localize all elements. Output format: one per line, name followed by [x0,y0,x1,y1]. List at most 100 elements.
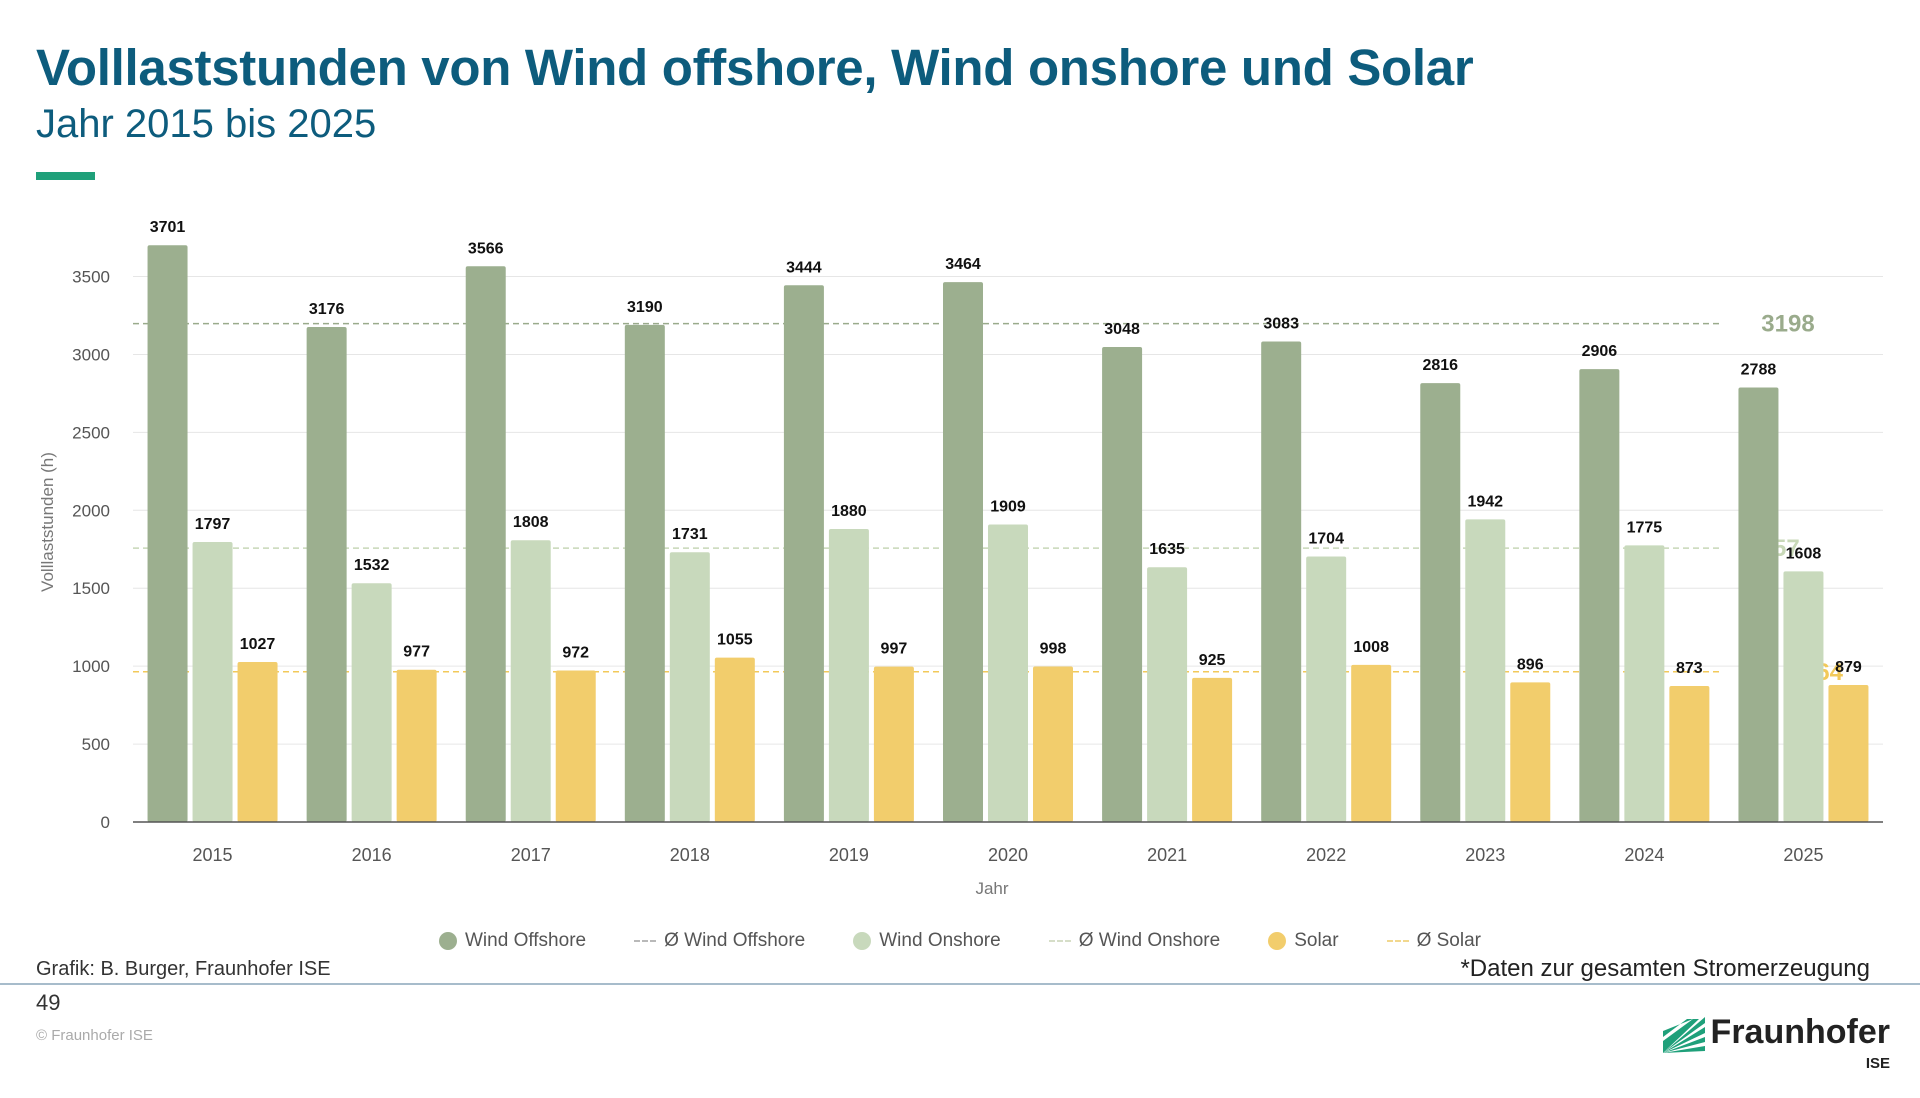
data-label: 977 [403,644,430,661]
x-tick-label: 2021 [1147,845,1187,865]
average-label: 3198 [1761,311,1814,338]
legend-dot-icon [439,932,457,950]
legend-item: Wind Onshore [835,930,1001,952]
data-label: 3176 [309,301,345,318]
fraunhofer-logo: Fraunhofer ISE [1662,1013,1890,1072]
footer-divider [0,983,1920,985]
data-label: 972 [562,645,589,662]
x-tick-label: 2025 [1783,845,1823,865]
data-label: 1797 [195,516,231,533]
y-tick-label: 2000 [72,501,110,520]
bar [1306,556,1347,822]
data-label: 1808 [513,514,549,531]
logo-name: Fraunhofer [1710,1013,1890,1051]
bar [237,661,278,822]
x-tick-label: 2022 [1306,845,1346,865]
y-tick-label: 0 [101,813,110,832]
bar [1828,685,1869,822]
data-label: 1608 [1786,545,1822,562]
fraunhofer-logo-icon [1662,1017,1705,1053]
x-tick-label: 2015 [193,845,233,865]
data-label: 3083 [1263,316,1299,333]
data-labels: 3701 1797 1027 3176 1532 977 3566 1808 972 3190 17… [150,219,1862,677]
data-label: 997 [881,641,908,658]
data-label: 925 [1199,652,1226,669]
page-number: 49 [36,990,61,1015]
data-label: 1942 [1467,493,1503,510]
bar [669,552,710,822]
bar [192,541,233,822]
page-title: Volllaststunden von Wind offshore, Wind … [36,39,1474,96]
data-label: 1880 [831,503,867,520]
bar [873,666,914,822]
y-tick-label: 2500 [72,423,110,442]
bar [1738,387,1779,822]
data-label: 879 [1835,659,1862,676]
bar [1351,664,1392,822]
legend-label: Ø Wind Offshore [664,930,806,951]
chart-legend: Wind Offshore Ø Wind Offshore Wind Onshore… [0,930,1920,952]
y-tick-label: 1500 [72,579,110,598]
bar [1102,346,1143,822]
data-label: 1731 [672,526,708,543]
graphic-credit: Grafik: B. Burger, Fraunhofer ISE [36,958,331,980]
x-tick-label: 2024 [1624,845,1664,865]
legend-label: Solar [1294,930,1339,951]
bar [1579,369,1620,822]
data-label: 873 [1676,660,1703,677]
legend-label: Ø Solar [1416,930,1481,951]
copyright: © Fraunhofer ISE [36,1027,153,1044]
y-tick-label: 3000 [72,345,110,364]
data-label: 998 [1040,640,1067,657]
data-label: 896 [1517,656,1544,673]
bar [943,282,983,822]
bars [147,245,1869,823]
legend-dash-icon [1386,940,1409,942]
x-tick-label: 2018 [670,845,710,865]
logo-sub: ISE [1865,1055,1890,1072]
bar [351,583,392,822]
y-tick-label: 3500 [72,268,110,287]
bar [1033,666,1073,822]
bar [1192,677,1233,822]
x-tick-label: 2019 [829,845,869,865]
y-tick-label: 500 [82,735,110,754]
bar [306,327,347,822]
data-label: 3190 [627,299,663,316]
data-label: 1635 [1149,541,1185,558]
y-axis-title: Volllaststunden (h) [38,452,57,592]
data-label: 1532 [354,557,390,574]
bar [1420,383,1461,822]
bar [714,657,755,822]
bar [1783,571,1824,822]
legend-dash-icon [634,940,657,942]
data-label: 1704 [1308,530,1344,547]
data-label: 3048 [1104,321,1140,338]
bar [1510,682,1551,822]
bar [465,266,506,822]
legend-item: Ø Solar [1369,930,1481,952]
data-label: 3444 [786,259,822,276]
data-label: 1775 [1627,519,1663,536]
bar [147,245,188,823]
legend-label: Wind Offshore [465,930,587,951]
legend-dash-icon [1048,940,1071,942]
bar [396,669,437,822]
data-label: 1055 [717,632,753,649]
x-tick-label: 2023 [1465,845,1505,865]
bar [783,285,824,823]
bar [1147,567,1188,822]
legend-label: Wind Onshore [879,930,1001,951]
bar [1465,519,1506,822]
x-tick-label: 2020 [988,845,1028,865]
bar [555,670,596,822]
y-tick-label: 1000 [72,657,110,676]
legend-dot-icon [853,932,872,950]
bar [828,529,869,822]
data-label: 2906 [1582,343,1618,360]
legend-label: Ø Wind Onshore [1078,930,1221,951]
title-accent-bar [36,172,95,180]
x-axis-title: Jahr [975,879,1008,898]
bar [624,324,665,822]
data-label: 2816 [1422,357,1458,374]
